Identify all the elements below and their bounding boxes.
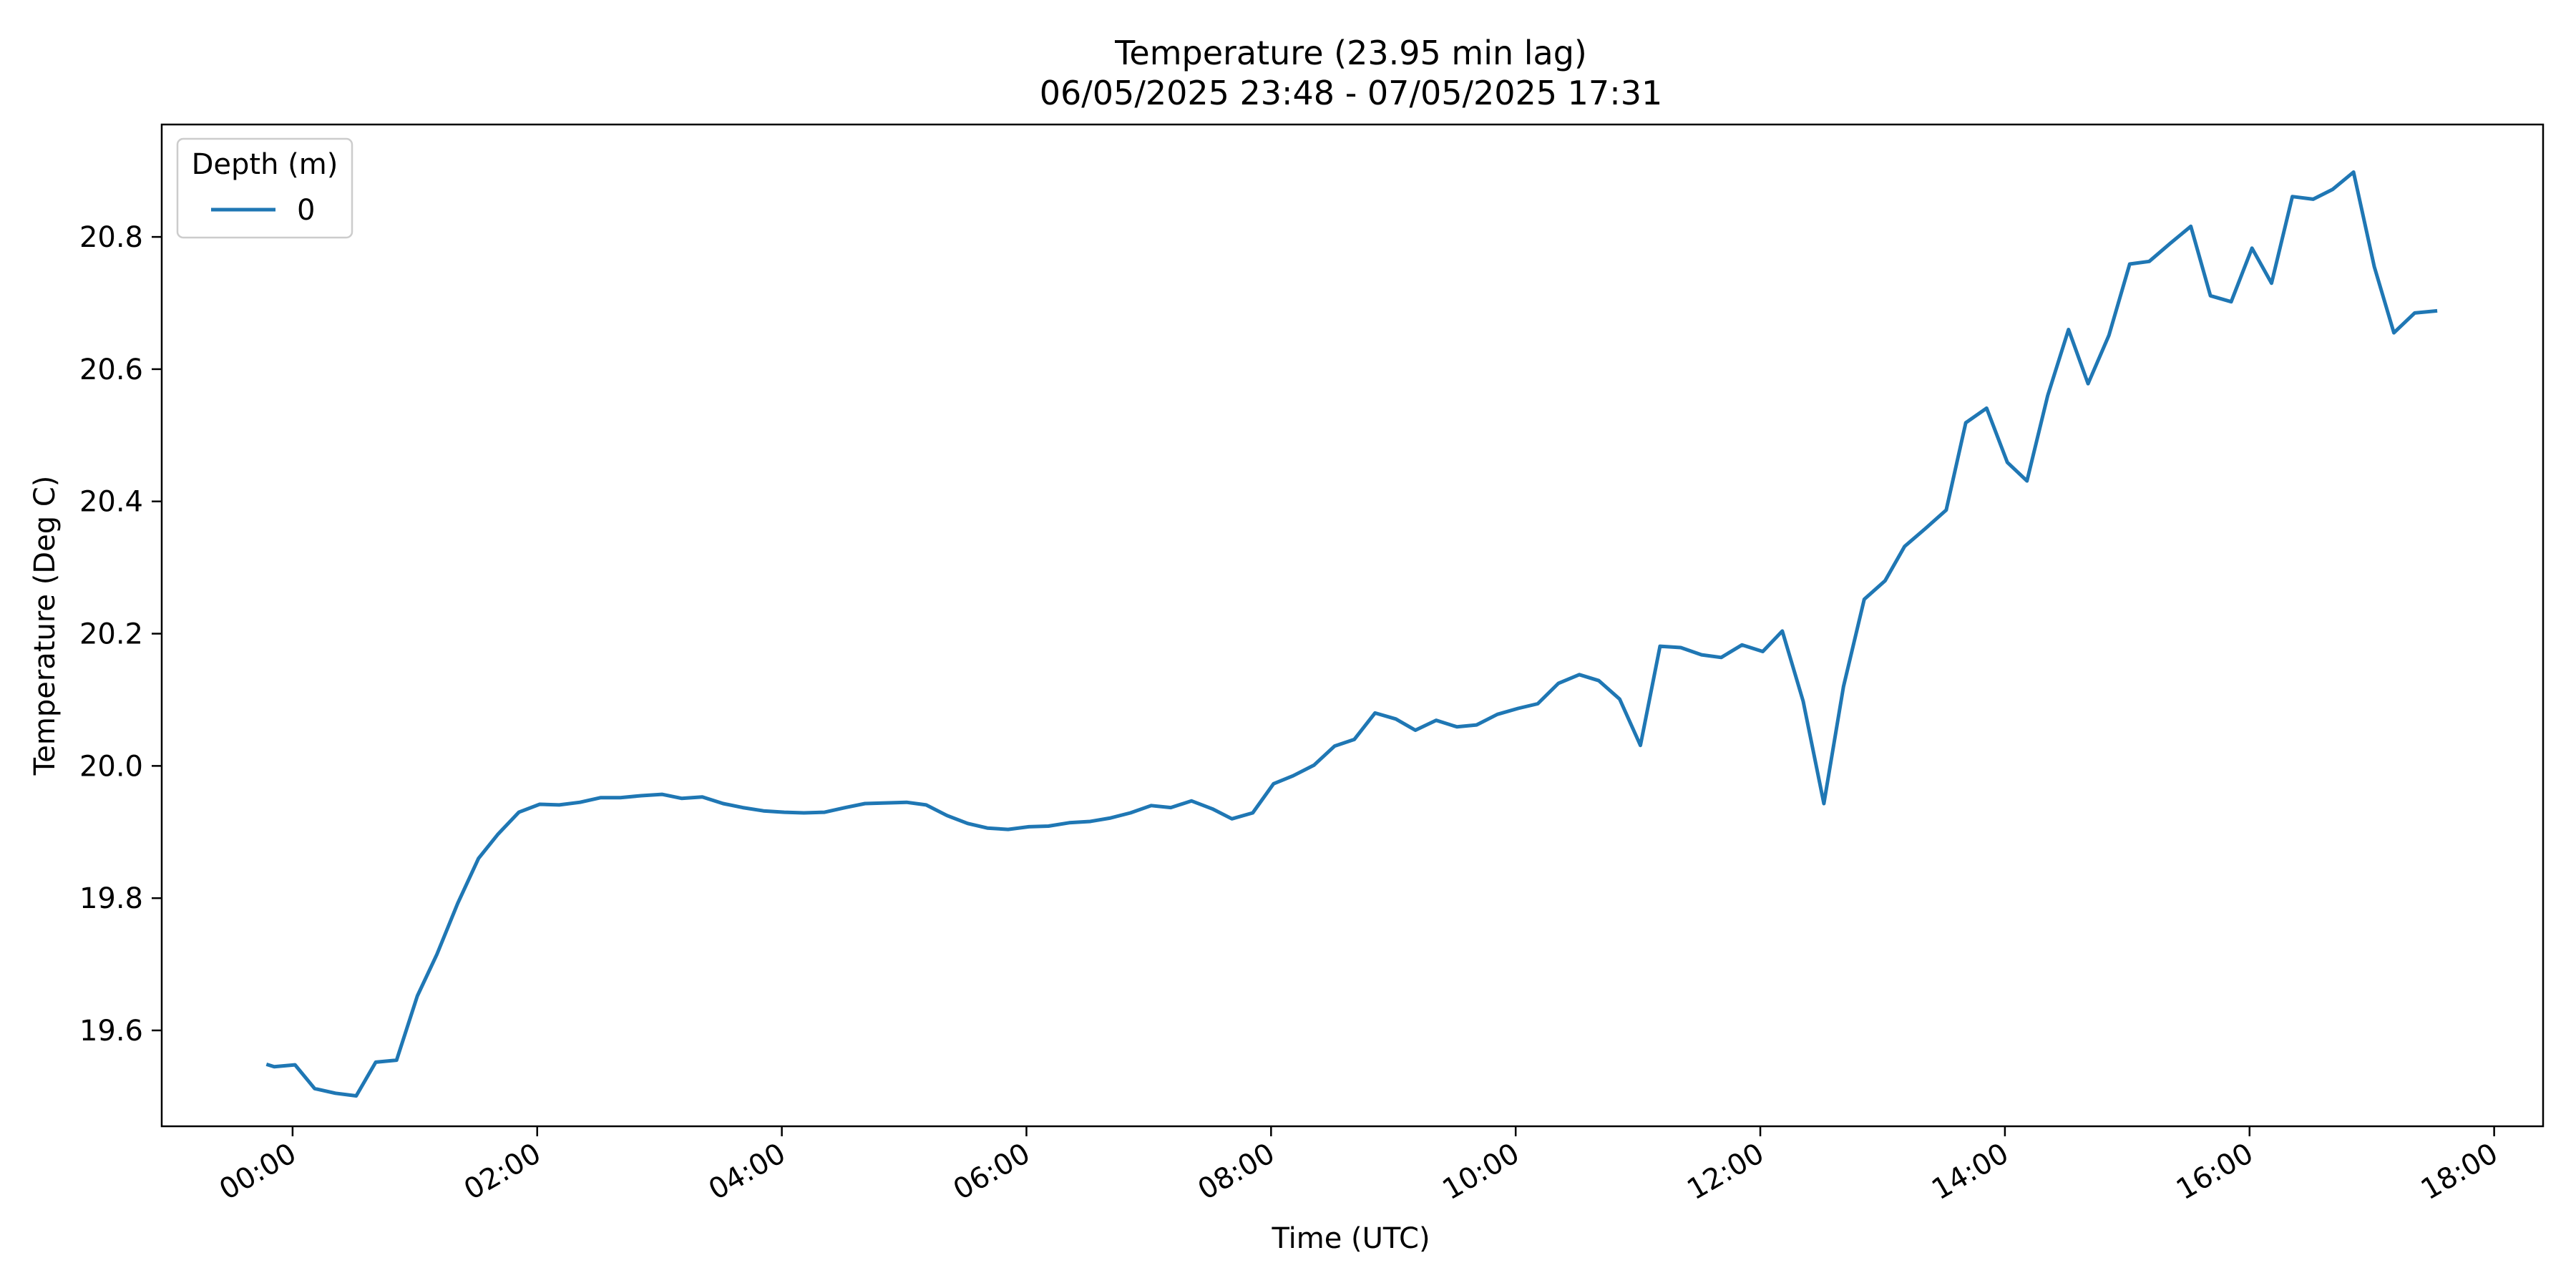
legend: Depth (m) 0	[176, 137, 353, 239]
y-axis-label: Temperature (Deg C)	[29, 476, 62, 776]
x-axis-label: Time (UTC)	[1271, 1222, 1430, 1255]
plot-area-frame	[160, 123, 2545, 1128]
chart-subtitle: 06/05/2025 23:48 - 07/05/2025 17:31	[1040, 74, 1662, 112]
chart-title: Temperature (23.95 min lag)	[1114, 34, 1587, 72]
y-tick-label: 19.8	[79, 882, 143, 915]
legend-box	[176, 137, 353, 239]
y-tick-label: 19.6	[79, 1015, 143, 1048]
y-tick-label: 20.0	[79, 750, 143, 783]
y-axis-ticks: 19.6 19.8 20.0 20.2 20.4 20.6 20.8	[79, 221, 162, 1048]
y-tick-label: 20.6	[79, 353, 143, 386]
legend-entry-label: 0	[297, 194, 315, 227]
series-line-depth-0	[265, 170, 2438, 1098]
legend-title: Depth (m)	[192, 148, 338, 181]
y-tick-label: 20.2	[79, 618, 143, 651]
y-tick-label: 20.4	[79, 486, 143, 519]
y-tick-label: 20.8	[79, 221, 143, 254]
